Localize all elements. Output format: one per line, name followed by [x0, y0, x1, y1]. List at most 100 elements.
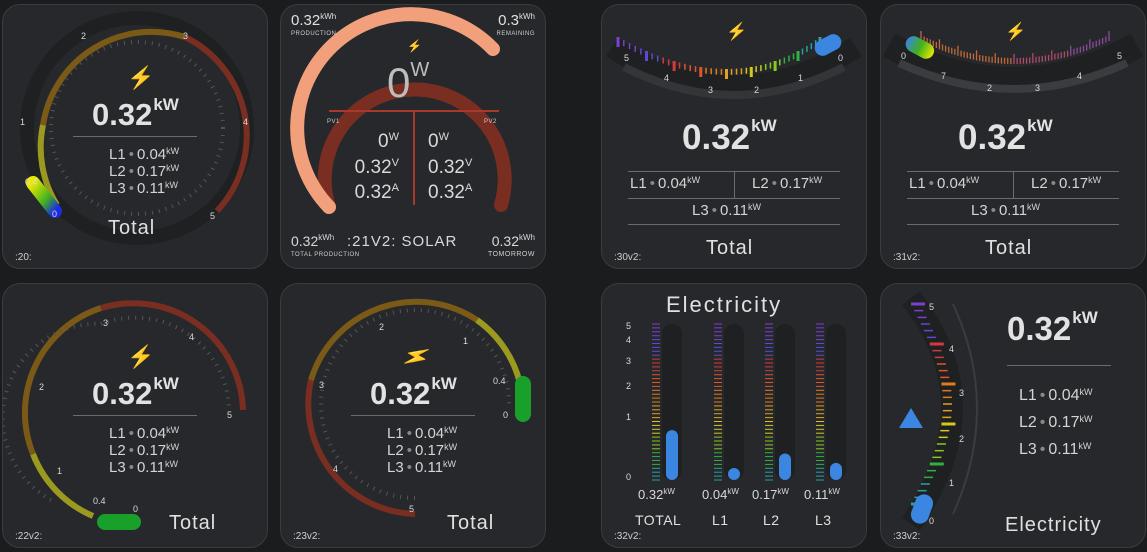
phase-l2: L2 • 0.17kW [1031, 175, 1102, 192]
total-power-value: 0.32kW [958, 116, 1053, 157]
pv1-label: PV1 [327, 119, 340, 125]
tick-label: 1 [20, 117, 26, 127]
phase-l2: L2 • 0.17kW [752, 175, 823, 192]
tick-label: 5 [409, 504, 415, 514]
gauge-card-31[interactable]: ⚡ 0.32kW L1 • 0.04kW L2 • 0.17kW L3 • 0.11kW T… [880, 4, 1146, 269]
tick-label: 3 [319, 380, 325, 390]
tick-label: 2 [39, 382, 45, 392]
gauge-22-svg [3, 300, 246, 530]
scale-label: 5 [626, 321, 632, 331]
divider [628, 224, 840, 225]
bar-fill [666, 430, 678, 480]
production-label: PRODUCTION [291, 31, 337, 37]
bar-track [826, 324, 846, 480]
tick-label: 3 [183, 31, 189, 41]
gauge-20-svg [20, 11, 254, 245]
gauge-card-22[interactable]: 0 0.4 1 2 3 4 5 ⚡ 0.32kW L1 • 0.04kW L2 • 0.… [2, 283, 268, 548]
phase-l1: L1 • 0.04kW [630, 175, 701, 192]
bar-label-l2: L2 [763, 512, 780, 528]
caption-total: Total [169, 512, 217, 534]
tick-label: 3 [708, 85, 714, 95]
divider [73, 415, 197, 416]
tick-label: 1 [949, 478, 955, 488]
phase-l2: L2 • 0.17kW [387, 442, 458, 459]
card-id: :33v2: [893, 531, 921, 542]
tick-label: 4 [949, 344, 955, 354]
caption-electricity: Electricity [1005, 514, 1102, 536]
total-power-value: 0.32kW [92, 374, 179, 411]
card-id: :22v2: [15, 531, 43, 542]
tick-label: 0.4 [493, 376, 506, 386]
phase-l3: L3 • 0.11kW [387, 459, 457, 476]
tick-label: 4 [1077, 71, 1083, 81]
card-id: :23v2: [293, 531, 321, 542]
bar-label-l1: L1 [712, 512, 729, 528]
solar-power-value: 0W [387, 59, 430, 106]
card-id: :20: [15, 252, 32, 263]
pv2-watts: 0W [428, 131, 449, 152]
card-id: :32v2: [614, 531, 642, 542]
remaining-label: REMAINING [496, 31, 535, 37]
gauge-card-23[interactable]: 5 4 3 2 1 0.4 0 ⚡ 0.32kW L1 • 0.04kW L2 • 0.… [280, 283, 546, 548]
pv1-amps: 0.32A [354, 182, 399, 203]
tick-label: 4 [664, 73, 670, 83]
card-id: :30v2: [614, 252, 642, 263]
tick-label: 1 [57, 466, 63, 476]
tick-label: 0 [52, 209, 58, 219]
lightning-icon: ⚡ [1005, 22, 1027, 41]
phase-l1: L1 • 0.04kW [109, 146, 180, 163]
divider [1007, 365, 1111, 366]
bar-value-total: 0.32kW [638, 487, 675, 502]
phase-l1: L1 • 0.04kW [109, 425, 180, 442]
lightning-icon: ⚡ [726, 22, 748, 41]
gauge-card-20[interactable]: 0 0.4 1 2 3 4 5 ⚡ 0.32kW L1 • 0.04kW L2 • 0.… [2, 4, 268, 269]
solar-card[interactable]: 0.32kWh PRODUCTION 0.3kWh REMAINING ⚡ 0W… [280, 4, 546, 269]
bar-card-32[interactable]: Electricity 5 4 3 2 1 0 0.32kW 0.04kW 0.… [601, 283, 867, 548]
divider [907, 224, 1119, 225]
gauge-card-33[interactable]: 5 4 3 2 1 0 0.32kW L1 • 0.04kW L2 • 0.17kW L… [880, 283, 1146, 548]
solar-title: :21V2: SOLAR [347, 233, 458, 250]
vertical-gauge-svg [899, 291, 978, 531]
tick-label: 3 [959, 388, 965, 398]
tick-label: 7 [941, 71, 947, 81]
scale-label: 1 [626, 412, 632, 422]
tick-label: 2 [959, 434, 965, 444]
scale-label: 4 [626, 335, 632, 345]
bar-track [775, 324, 795, 480]
gauge-23-svg [305, 298, 531, 517]
scale-label: 3 [626, 356, 632, 366]
bar-value-l1: 0.04kW [702, 487, 739, 502]
total-power-value: 0.32kW [370, 374, 457, 411]
divider [734, 171, 735, 198]
divider [351, 415, 475, 416]
lightning-icon: ⚡ [127, 344, 155, 369]
total-power-value: 0.32kW [1007, 308, 1098, 347]
caption-total: Total [108, 217, 156, 239]
bars-svg [652, 323, 846, 481]
tick-label: 0 [929, 516, 935, 526]
arc-gauge-31-svg [882, 31, 1144, 93]
bar-value-l3: 0.11kW [804, 487, 840, 502]
tick-label: 0 [133, 504, 139, 514]
lightning-icon: ⚡ [127, 65, 155, 90]
solar-power-icon: ⚡ [407, 39, 422, 53]
divider [1013, 171, 1014, 198]
phase-l2: L2 • 0.17kW [1019, 414, 1093, 431]
bar-card-title: Electricity [666, 292, 783, 317]
remaining-value: 0.3kWh [498, 12, 535, 29]
bar-value-l2: 0.17kW [752, 487, 789, 502]
tick-label: 2 [81, 31, 87, 41]
tomorrow-label: TOMORROW [487, 251, 535, 258]
pv2-amps: 0.32A [428, 182, 473, 203]
tomorrow-value: 0.32kWh [491, 233, 535, 249]
tick-label: 0.4 [93, 496, 106, 506]
tick-label: 3 [1035, 83, 1041, 93]
total-power-value: 0.32kW [92, 95, 179, 132]
tick-label: 2 [987, 83, 993, 93]
gauge-card-30[interactable]: ⚡ 0.32kW L1 • 0.04kW L2 • 0.17kW L3 • 0.11kW T… [601, 4, 867, 269]
bar-label-l3: L3 [815, 512, 832, 528]
tick-label: 5 [227, 410, 233, 420]
phase-l3: L3 • 0.11kW [692, 202, 762, 219]
arc-gauge-30-svg [606, 34, 862, 99]
caption-total: Total [985, 237, 1033, 259]
